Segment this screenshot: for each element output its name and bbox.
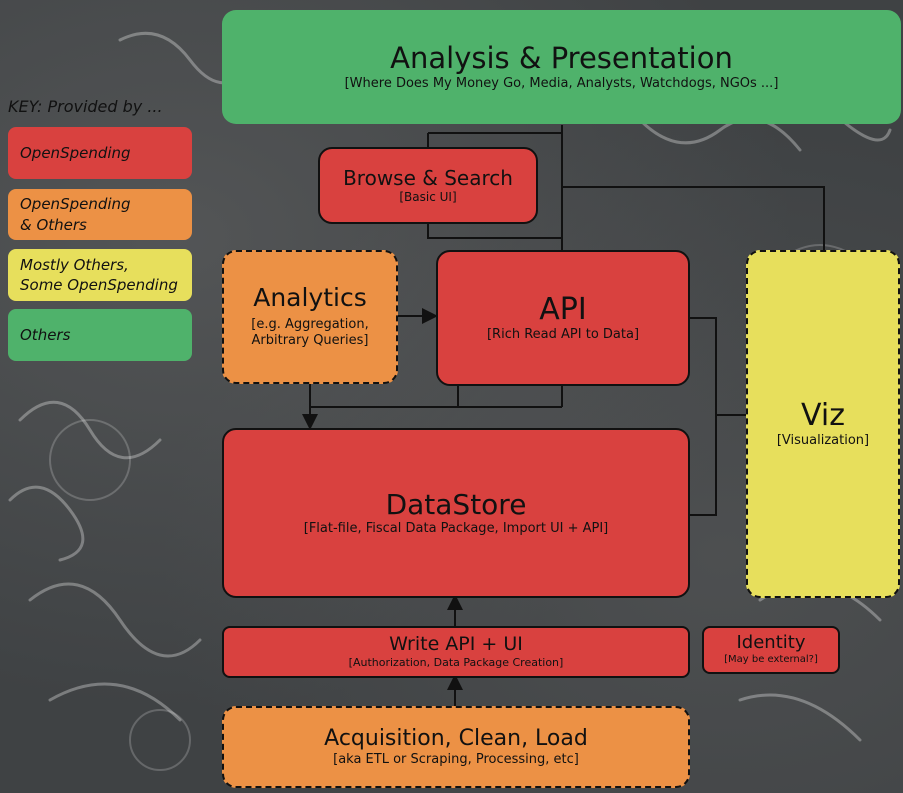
analysis-presentation-box: Analysis & Presentation [Where Does My M… (222, 10, 901, 124)
viz-box: Viz [Visualization] (746, 250, 900, 598)
key-title: KEY: Provided by ... (8, 97, 163, 116)
api-box: API [Rich Read API to Data] (436, 250, 690, 386)
analytics-title: Analytics (253, 283, 367, 313)
browse-subtitle: [Basic UI] (399, 189, 457, 204)
key-label: Others (20, 325, 71, 344)
viz-title: Viz (801, 397, 845, 433)
write-api-subtitle: [Authorization, Data Package Creation] (348, 656, 564, 670)
key-item-openspending: OpenSpending (8, 127, 192, 179)
api-subtitle: [Rich Read API to Data] (486, 327, 640, 343)
write-api-title: Write API + UI (389, 633, 523, 656)
key-label: OpenSpending & Others (20, 195, 131, 234)
identity-title: Identity (736, 632, 806, 654)
write-api-box: Write API + UI [Authorization, Data Pack… (222, 626, 690, 678)
acquisition-box: Acquisition, Clean, Load [aka ETL or Scr… (222, 706, 690, 788)
browse-title: Browse & Search (343, 165, 513, 190)
datastore-box: DataStore [Flat-file, Fiscal Data Packag… (222, 428, 690, 598)
key-label: OpenSpending (20, 143, 131, 162)
identity-box: Identity [May be external?] (702, 626, 840, 674)
acquisition-subtitle: [aka ETL or Scraping, Processing, etc] (333, 751, 579, 767)
viz-subtitle: [Visualization] (776, 433, 870, 449)
api-title: API (539, 291, 587, 327)
analysis-title: Analysis & Presentation (390, 41, 733, 76)
analysis-subtitle: [Where Does My Money Go, Media, Analysts… (344, 75, 779, 91)
identity-subtitle: [May be external?] (724, 654, 818, 666)
key-item-mostly-others: Mostly Others, Some OpenSpending (8, 249, 192, 301)
acquisition-title: Acquisition, Clean, Load (324, 726, 588, 752)
key-label: Mostly Others, Some OpenSpending (20, 255, 178, 294)
key-item-openspending-and-others: OpenSpending & Others (8, 189, 192, 240)
analytics-box: Analytics [e.g. Aggregation, Arbitrary Q… (222, 250, 398, 384)
datastore-subtitle: [Flat-file, Fiscal Data Package, Import … (303, 520, 609, 536)
browse-search-box: Browse & Search [Basic UI] (318, 147, 538, 224)
analytics-subtitle: [e.g. Aggregation, Arbitrary Queries] (251, 317, 369, 349)
key-item-others: Others (8, 309, 192, 361)
datastore-title: DataStore (385, 487, 527, 521)
